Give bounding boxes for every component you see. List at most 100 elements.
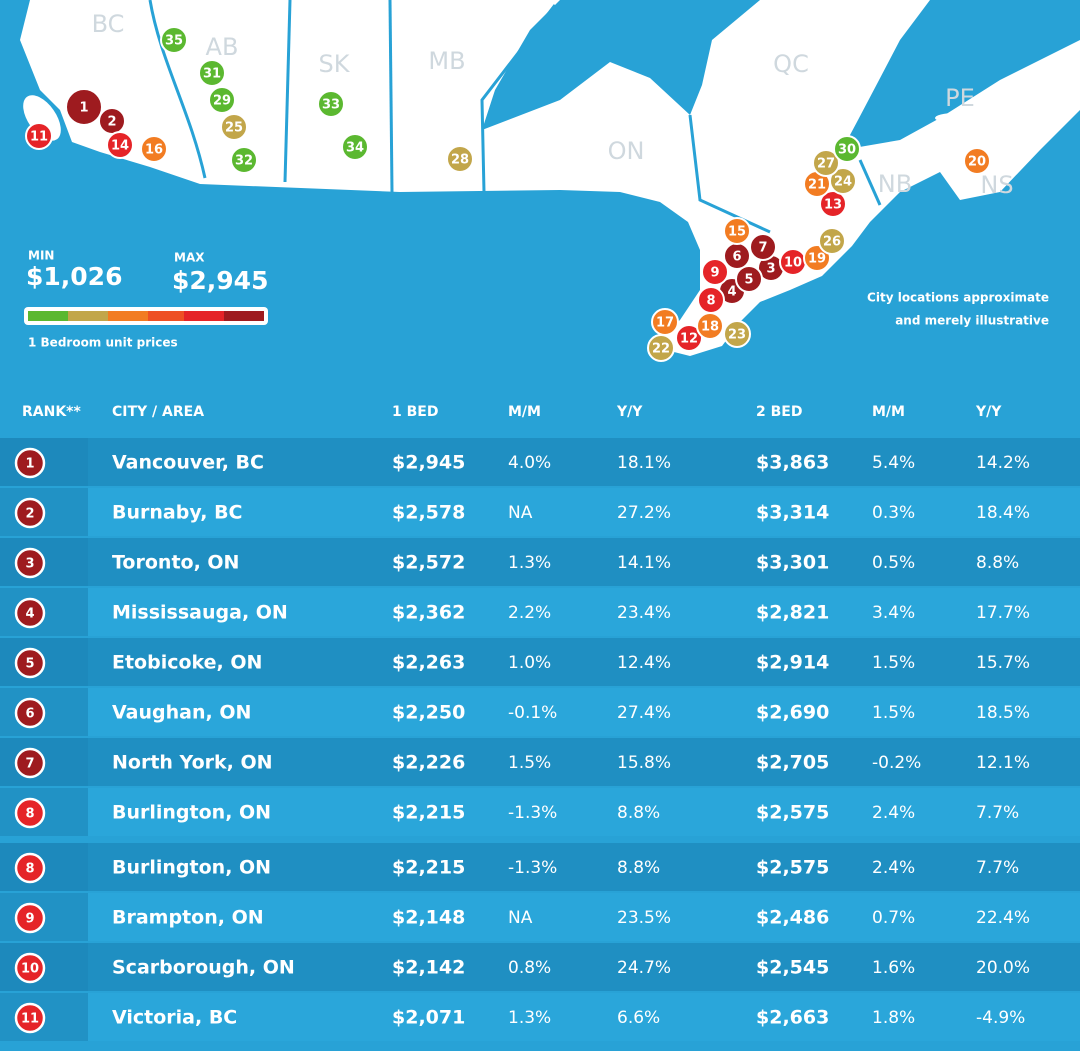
province-labels: BC AB SK MB ON QC PE NB NS: [92, 10, 1014, 199]
price: $2,690: [756, 702, 829, 724]
marker-label: 7: [758, 241, 767, 256]
legend-caption: 1 Bedroom unit prices: [28, 336, 178, 350]
change: -4.9%: [976, 1008, 1025, 1028]
city: Burnaby, BC: [112, 502, 243, 524]
legend-swatch: [68, 311, 108, 321]
change: 1.5%: [872, 703, 915, 723]
price: $2,663: [756, 1007, 829, 1029]
marker-label: 29: [213, 94, 231, 109]
map-marker: [25, 122, 53, 150]
price: $2,575: [756, 802, 829, 824]
rank: 7: [25, 757, 34, 772]
rank: 8: [25, 807, 34, 822]
map-marker: [696, 312, 724, 340]
rank-badge: [14, 952, 46, 984]
legend-min-label: MIN: [28, 249, 54, 263]
rank: 1: [25, 457, 34, 472]
marker-label: 14: [111, 139, 129, 154]
map-marker: [701, 258, 729, 286]
rank: 6: [25, 707, 34, 722]
island: [935, 113, 975, 123]
marker-label: 30: [838, 143, 856, 158]
row-band: [0, 943, 1080, 991]
price: $2,545: [756, 957, 829, 979]
map-marker: [833, 135, 861, 163]
price: $2,578: [392, 502, 465, 524]
rank-badge: [14, 902, 46, 934]
marker-label: 1: [79, 101, 88, 116]
rank: 8: [25, 862, 34, 877]
row-band: [0, 438, 1080, 486]
column-header: CITY / AREA: [112, 404, 204, 420]
city: North York, ON: [112, 752, 273, 774]
map-marker: [749, 233, 777, 261]
province-label: QC: [773, 50, 809, 78]
marker-label: 9: [710, 266, 719, 281]
map-marker: [208, 86, 236, 114]
rank-badge: [14, 447, 46, 479]
border: [388, 0, 394, 193]
change: 1.5%: [508, 753, 551, 773]
price: $2,486: [756, 907, 829, 929]
legend-max-label: MAX: [174, 251, 205, 265]
change: 0.8%: [508, 958, 551, 978]
marker-label: 16: [145, 143, 163, 158]
change: 27.4%: [617, 703, 671, 723]
map-marker: [963, 147, 991, 175]
marker-label: 28: [451, 153, 469, 168]
change: 8.8%: [617, 803, 660, 823]
map-marker: [446, 145, 474, 173]
marker-label: 26: [823, 235, 841, 250]
marker-label: 12: [680, 332, 698, 347]
price: $2,226: [392, 752, 465, 774]
change: 4.0%: [508, 453, 551, 473]
marker-label: 6: [732, 250, 741, 265]
change: 23.5%: [617, 908, 671, 928]
map-marker: [160, 26, 188, 54]
row-band: [0, 638, 1080, 686]
change: 18.1%: [617, 453, 671, 473]
row-band: [0, 843, 1080, 891]
change: 0.5%: [872, 553, 915, 573]
legend-max-value: $2,945: [172, 266, 268, 295]
province-label: AB: [206, 33, 239, 61]
column-header: Y/Y: [616, 404, 643, 420]
change: 1.6%: [872, 958, 915, 978]
map-marker: [829, 167, 857, 195]
rank-badge: [14, 1002, 46, 1034]
city: Burlington, ON: [112, 857, 271, 879]
price: $2,148: [392, 907, 465, 929]
map-marker: [675, 324, 703, 352]
note: and merely illustrative: [895, 314, 1049, 328]
change: 12.4%: [617, 653, 671, 673]
change: 12.1%: [976, 753, 1030, 773]
price: $2,142: [392, 957, 465, 979]
map-marker: [220, 113, 248, 141]
marker-label: 4: [727, 285, 736, 300]
column-header: 2 BED: [756, 404, 802, 420]
change: 24.7%: [617, 958, 671, 978]
province-label: BC: [92, 10, 125, 38]
change: 14.2%: [976, 453, 1030, 473]
city: Burlington, ON: [112, 802, 271, 824]
change: 17.7%: [976, 603, 1030, 623]
city: Mississauga, ON: [112, 602, 288, 624]
row-band: [0, 788, 1080, 836]
marker-label: 17: [656, 316, 674, 331]
rank-badge: [14, 497, 46, 529]
change: 1.0%: [508, 653, 551, 673]
price: $2,071: [392, 1007, 465, 1029]
change: 18.4%: [976, 503, 1030, 523]
price: $2,821: [756, 602, 829, 624]
change: 5.4%: [872, 453, 915, 473]
change: 27.2%: [617, 503, 671, 523]
row-band: [0, 488, 1080, 536]
price: $2,572: [392, 552, 465, 574]
price: $2,914: [756, 652, 829, 674]
map-marker: [198, 59, 226, 87]
legend-swatch: [148, 311, 184, 321]
rank-badge: [14, 747, 46, 779]
